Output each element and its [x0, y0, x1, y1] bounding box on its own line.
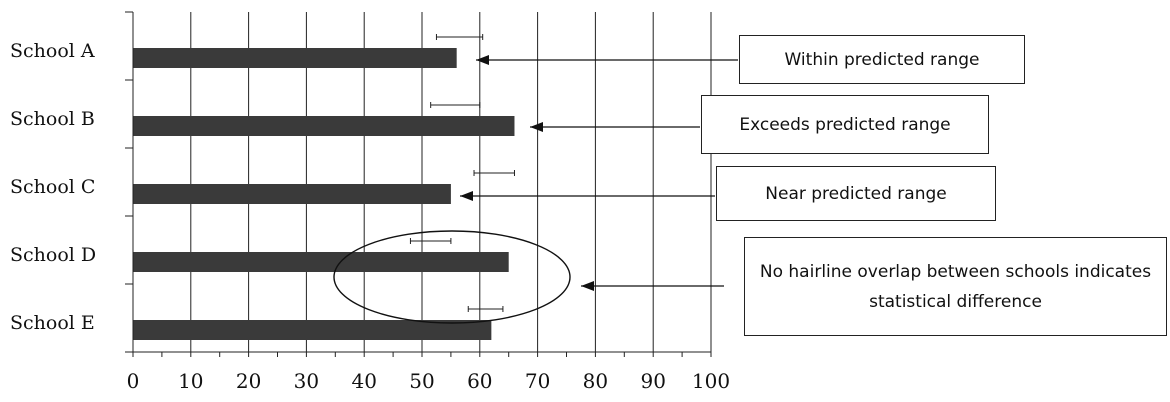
category-label: School C	[10, 176, 95, 198]
callout-exceeds-range-text: Exceeds predicted range	[739, 114, 951, 135]
x-tick-label: 0	[127, 369, 140, 393]
callout-exceeds-range: Exceeds predicted range	[701, 95, 989, 154]
x-tick-label: 90	[640, 369, 665, 393]
grid-lines	[190, 12, 712, 352]
bars	[133, 34, 515, 340]
callout-within-range: Within predicted range	[739, 35, 1025, 84]
callout-statistical-difference-text: No hairline overlap between schools indi…	[759, 261, 1152, 312]
x-tick-label: 100	[692, 369, 730, 393]
callout-near-range-text: Near predicted range	[765, 183, 947, 204]
bar	[133, 116, 515, 136]
x-tick-label: 60	[467, 369, 492, 393]
overlap-ellipse	[333, 230, 571, 324]
x-tick-label: 50	[409, 369, 434, 393]
labels: School A School B School C School D School E…	[10, 40, 730, 393]
x-tick-label: 70	[525, 369, 550, 393]
axes	[125, 11, 712, 357]
category-label: School E	[10, 312, 95, 334]
x-tick-label: 20	[236, 369, 261, 393]
x-tick-label: 40	[351, 369, 376, 393]
annotations	[333, 55, 738, 324]
callout-statistical-difference: No hairline overlap between schools indi…	[744, 237, 1167, 336]
arrow-schools-d-e-head	[581, 281, 594, 291]
arrow-school-a-head	[476, 55, 489, 65]
x-tick-label: 80	[583, 369, 608, 393]
category-label: School B	[10, 108, 95, 130]
x-tick-label: 30	[294, 369, 319, 393]
arrow-school-c-head	[460, 191, 473, 201]
x-tick-label: 10	[178, 369, 203, 393]
callout-near-range: Near predicted range	[716, 166, 996, 221]
bar	[133, 184, 451, 204]
arrow-school-b-head	[530, 122, 543, 132]
category-label: School A	[10, 40, 95, 62]
category-label: School D	[10, 244, 96, 266]
callout-within-range-text: Within predicted range	[784, 49, 980, 70]
bar	[133, 48, 457, 68]
bar	[133, 320, 492, 340]
bar	[133, 252, 509, 272]
